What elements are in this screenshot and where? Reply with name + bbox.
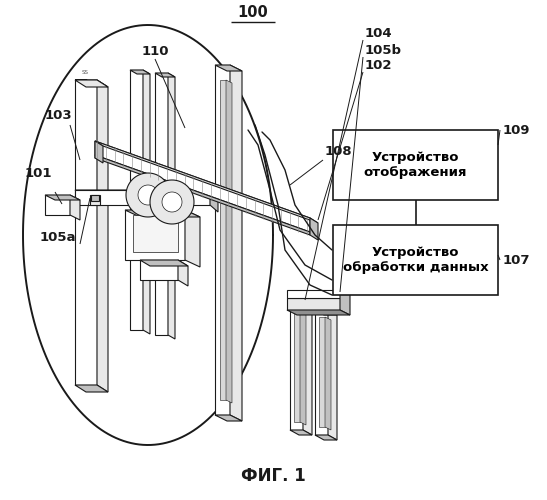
Polygon shape: [155, 73, 175, 77]
Polygon shape: [75, 80, 108, 87]
Polygon shape: [133, 215, 178, 252]
Polygon shape: [126, 173, 170, 217]
FancyBboxPatch shape: [333, 225, 498, 295]
Polygon shape: [325, 317, 331, 430]
Polygon shape: [226, 80, 232, 403]
Polygon shape: [75, 385, 108, 392]
Polygon shape: [230, 65, 242, 421]
Polygon shape: [215, 65, 230, 415]
Polygon shape: [97, 80, 108, 392]
Polygon shape: [210, 190, 218, 212]
Polygon shape: [319, 317, 325, 427]
Polygon shape: [340, 290, 350, 315]
Text: 104: 104: [365, 27, 393, 40]
Polygon shape: [95, 141, 318, 223]
Text: 105a: 105a: [40, 231, 76, 244]
Polygon shape: [215, 415, 242, 421]
Polygon shape: [130, 70, 143, 330]
Polygon shape: [140, 260, 178, 280]
Polygon shape: [287, 310, 350, 315]
Polygon shape: [290, 305, 303, 430]
Text: 100: 100: [237, 5, 269, 20]
Polygon shape: [220, 80, 226, 400]
Polygon shape: [162, 192, 182, 212]
Polygon shape: [70, 195, 80, 220]
Polygon shape: [45, 195, 70, 215]
Polygon shape: [130, 70, 150, 74]
Polygon shape: [45, 195, 80, 200]
Text: 107: 107: [503, 254, 531, 266]
Polygon shape: [75, 190, 218, 197]
Text: Устройство
обработки данных: Устройство обработки данных: [342, 246, 488, 274]
Polygon shape: [328, 310, 337, 440]
Polygon shape: [300, 312, 306, 425]
Text: 102: 102: [365, 59, 393, 72]
Polygon shape: [125, 210, 200, 217]
Text: 105b: 105b: [365, 44, 402, 57]
Polygon shape: [315, 310, 337, 315]
Polygon shape: [95, 155, 310, 235]
Polygon shape: [143, 70, 150, 334]
Polygon shape: [155, 73, 168, 335]
Polygon shape: [140, 260, 188, 266]
Polygon shape: [138, 185, 158, 205]
Polygon shape: [95, 141, 310, 232]
Polygon shape: [178, 260, 188, 286]
Polygon shape: [310, 218, 318, 240]
Polygon shape: [75, 190, 210, 205]
Text: 109: 109: [503, 124, 531, 136]
Polygon shape: [290, 305, 312, 310]
Polygon shape: [95, 141, 103, 163]
Polygon shape: [315, 310, 328, 435]
Polygon shape: [215, 65, 242, 71]
Polygon shape: [125, 210, 185, 260]
Polygon shape: [290, 430, 312, 435]
Text: Устройство
отображения: Устройство отображения: [364, 151, 467, 179]
Polygon shape: [90, 195, 100, 205]
Polygon shape: [185, 210, 200, 267]
Polygon shape: [294, 312, 300, 422]
Text: 108: 108: [325, 145, 353, 158]
Polygon shape: [150, 180, 194, 224]
Polygon shape: [287, 298, 340, 310]
Text: ФИГ. 1: ФИГ. 1: [241, 467, 305, 485]
Polygon shape: [315, 435, 337, 440]
Polygon shape: [303, 305, 312, 435]
Polygon shape: [91, 195, 99, 201]
Polygon shape: [168, 73, 175, 339]
Polygon shape: [287, 290, 340, 298]
Polygon shape: [75, 80, 97, 385]
Text: 103: 103: [44, 109, 72, 122]
Polygon shape: [75, 80, 108, 87]
Text: 101: 101: [24, 167, 52, 180]
FancyBboxPatch shape: [333, 130, 498, 200]
Text: 110: 110: [141, 45, 169, 58]
Text: SS: SS: [82, 70, 89, 75]
